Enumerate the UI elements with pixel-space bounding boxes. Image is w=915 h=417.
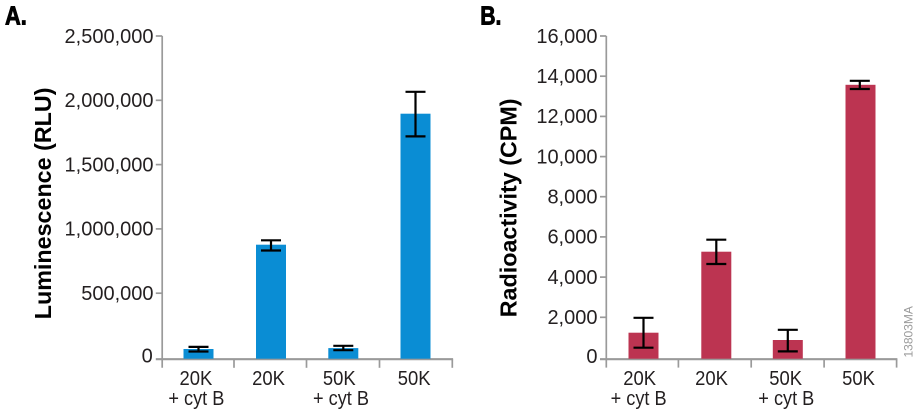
svg-text:13803MA: 13803MA bbox=[902, 306, 915, 357]
svg-text:50K: 50K bbox=[323, 368, 356, 390]
svg-text:+ cyt B: + cyt B bbox=[168, 388, 224, 410]
svg-text:2,000,000: 2,000,000 bbox=[65, 90, 154, 112]
svg-text:Luminescence (RLU): Luminescence (RLU) bbox=[30, 88, 56, 320]
svg-text:A.: A. bbox=[5, 1, 27, 31]
svg-text:2,000: 2,000 bbox=[547, 307, 597, 329]
svg-text:500,000: 500,000 bbox=[81, 283, 153, 305]
svg-text:10,000: 10,000 bbox=[536, 146, 597, 168]
svg-text:+ cyt B: + cyt B bbox=[611, 388, 667, 410]
svg-text:20K: 20K bbox=[180, 368, 213, 390]
svg-text:20K: 20K bbox=[623, 368, 656, 390]
svg-text:50K: 50K bbox=[769, 368, 802, 390]
svg-text:8,000: 8,000 bbox=[547, 187, 597, 209]
svg-text:+ cyt B: + cyt B bbox=[758, 388, 814, 410]
svg-text:20K: 20K bbox=[695, 368, 728, 390]
svg-text:4,000: 4,000 bbox=[547, 267, 597, 289]
svg-text:14,000: 14,000 bbox=[536, 66, 597, 88]
svg-text:Radioactivity (CPM): Radioactivity (CPM) bbox=[495, 99, 521, 318]
svg-text:+ cyt B: + cyt B bbox=[313, 388, 369, 410]
svg-text:50K: 50K bbox=[842, 368, 875, 390]
svg-text:20K: 20K bbox=[252, 368, 285, 390]
svg-text:16,000: 16,000 bbox=[536, 26, 597, 48]
svg-text:1,500,000: 1,500,000 bbox=[65, 154, 154, 176]
svg-text:12,000: 12,000 bbox=[536, 106, 597, 128]
svg-text:6,000: 6,000 bbox=[547, 227, 597, 249]
svg-text:2,500,000: 2,500,000 bbox=[65, 26, 154, 48]
svg-text:B.: B. bbox=[480, 1, 501, 31]
svg-text:0: 0 bbox=[586, 346, 597, 368]
svg-text:0: 0 bbox=[142, 345, 153, 367]
svg-text:50K: 50K bbox=[398, 368, 431, 390]
svg-text:1,000,000: 1,000,000 bbox=[65, 219, 154, 241]
